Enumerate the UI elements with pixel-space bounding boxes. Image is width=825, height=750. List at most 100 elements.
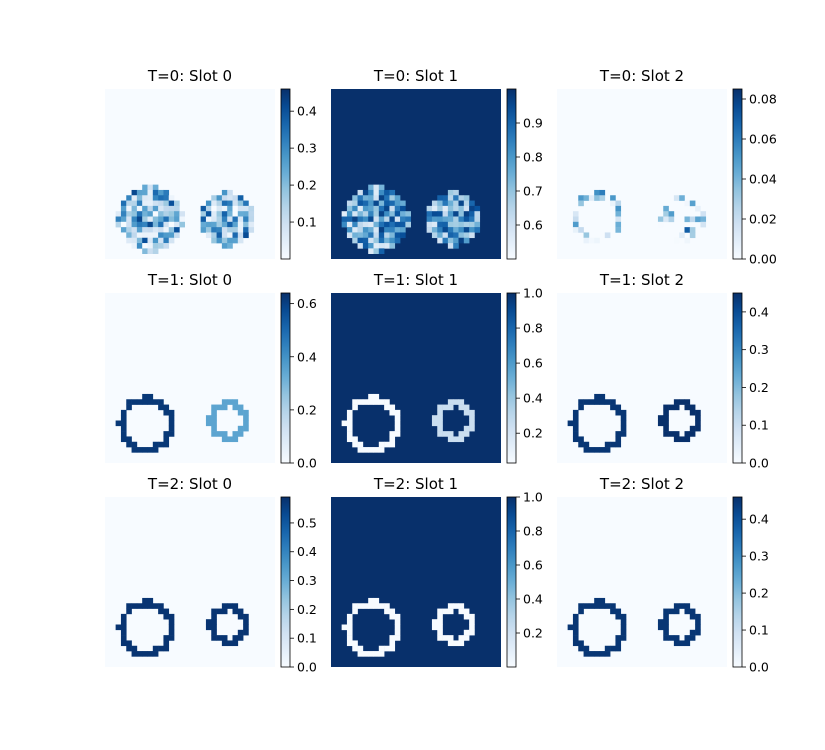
heatmap-cell [221,608,228,615]
heatmap-cell [227,211,233,217]
heatmap-cell [120,436,127,443]
heatmap-cell [346,205,353,212]
heatmap-cell [469,409,475,416]
heatmap-cell [205,200,212,207]
heatmap-cell [147,237,154,244]
heatmap-cell [120,211,127,217]
colorbar-tick-label: 0.08 [749,92,777,107]
heatmap-cell [615,227,622,233]
heatmap-cell [615,640,622,647]
heatmap-cell [131,399,138,405]
heatmap-cell [126,232,132,239]
heatmap-cell [663,635,669,641]
heatmap-cell [463,221,470,228]
heatmap-cell [594,393,600,400]
heatmap-cell [442,232,449,239]
heatmap-cell [684,608,691,615]
heatmap-cell [120,221,127,228]
heatmap-cell [378,232,385,239]
heatmap-cell [362,216,369,223]
heatmap-cell [163,635,170,641]
heatmap-cell [453,211,459,217]
heatmap-cell [610,441,616,448]
heatmap-cell [147,211,154,217]
heatmap-cell [346,227,353,233]
heatmap-cell [352,200,358,207]
heatmap-cell [437,629,443,636]
heatmap-background [105,293,275,463]
heatmap-cell [431,624,438,631]
heatmap-cell [232,205,239,212]
heatmap-cell [453,200,459,207]
heatmap-cell [594,603,600,609]
heatmap-cell [126,205,132,212]
heatmap-cell [163,645,170,652]
heatmap-cell [227,436,233,443]
heatmap-cell [373,243,380,249]
panel-1: T=0: Slot 1 0.6 0.7 0.8 0.9 [331,67,543,260]
heatmap-cell [158,243,164,249]
heatmap-cell [447,232,454,239]
heatmap-cell [352,232,358,239]
heatmap-cell [168,635,175,641]
heatmap-cell [120,624,127,631]
heatmap-cell [572,227,579,233]
heatmap-cell [378,216,385,223]
heatmap-cell [405,211,411,217]
heatmap-cell [357,603,364,609]
heatmap-cell [394,221,401,228]
heatmap-cell [583,237,590,244]
heatmap-cell [136,211,143,217]
heatmap-cell [384,603,390,609]
colorbar-tick-label: 0.1 [749,623,769,638]
heatmap-cell [357,200,364,207]
heatmap-cell [346,211,353,217]
heatmap-cell [174,216,180,223]
heatmap-cell [115,221,122,228]
heatmap-cell [142,184,148,191]
heatmap-cell [362,211,369,217]
heatmap-cell [431,211,438,217]
heatmap-cell [174,227,180,233]
heatmap-cell [152,243,159,249]
heatmap-cell [227,189,233,196]
heatmap-cell [211,431,217,437]
heatmap-cell [221,200,228,207]
heatmap-cell [357,211,364,217]
panel-3: T=1: Slot 0 0.0 0.2 0.4 0.6 [105,271,317,471]
heatmap-cell [200,205,207,212]
heatmap-cell [232,640,239,647]
heatmap-cell [126,221,132,228]
heatmap-cell [168,629,175,636]
heatmap-cell [578,195,584,201]
heatmap-cell [205,211,212,217]
heatmap-cell [394,195,401,201]
heatmap-cell [469,629,475,636]
heatmap-cell [221,436,228,443]
heatmap-cell [357,205,364,212]
panel-title: T=2: Slot 1 [373,475,458,493]
heatmap-cell [620,619,627,625]
colorbar-tick-label: 0.3 [749,342,769,357]
heatmap-cell [158,608,164,615]
heatmap-cell [115,216,122,223]
heatmap-cell [227,216,233,223]
heatmap-cell [400,216,406,223]
panel-6: T=2: Slot 0 0.0 0.1 0.2 0.3 0.4 0.5 [105,475,317,675]
heatmap-cell [227,237,233,244]
heatmap-cell [437,420,443,427]
heatmap-cell [615,409,622,416]
heatmap-cell [442,211,449,217]
heatmap-cell [599,603,606,609]
heatmap-cell [594,447,600,453]
heatmap-cell [152,184,159,191]
heatmap-cell [599,447,606,453]
heatmap-cell [142,205,148,212]
heatmap-cell [152,232,159,239]
heatmap-cell [378,447,385,453]
heatmap-cell [572,221,579,228]
heatmap-cell [378,184,385,191]
heatmap-cell [352,404,358,411]
heatmap-cell [158,603,164,609]
heatmap-cell [357,651,364,657]
